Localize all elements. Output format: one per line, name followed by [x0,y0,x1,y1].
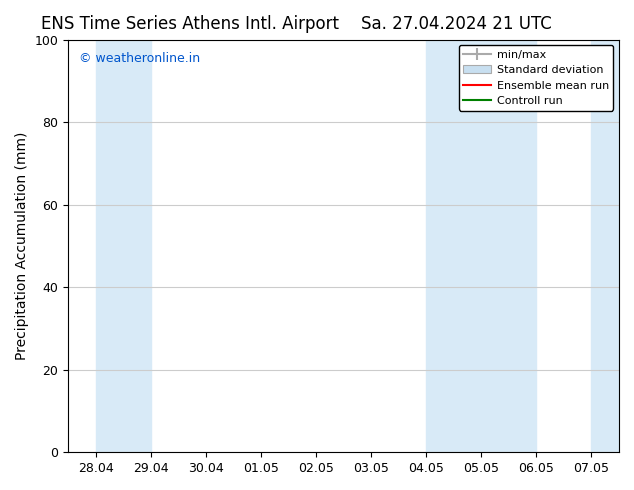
Bar [96,40,151,452]
Bar [426,40,536,452]
Text: © weatheronline.in: © weatheronline.in [79,52,200,65]
Text: Sa. 27.04.2024 21 UTC: Sa. 27.04.2024 21 UTC [361,15,552,33]
Legend: min/max, Standard deviation, Ensemble mean run, Controll run: min/max, Standard deviation, Ensemble me… [459,45,614,111]
Bar [592,40,619,452]
Text: ENS Time Series Athens Intl. Airport: ENS Time Series Athens Intl. Airport [41,15,339,33]
Y-axis label: Precipitation Accumulation (mm): Precipitation Accumulation (mm) [15,132,29,360]
